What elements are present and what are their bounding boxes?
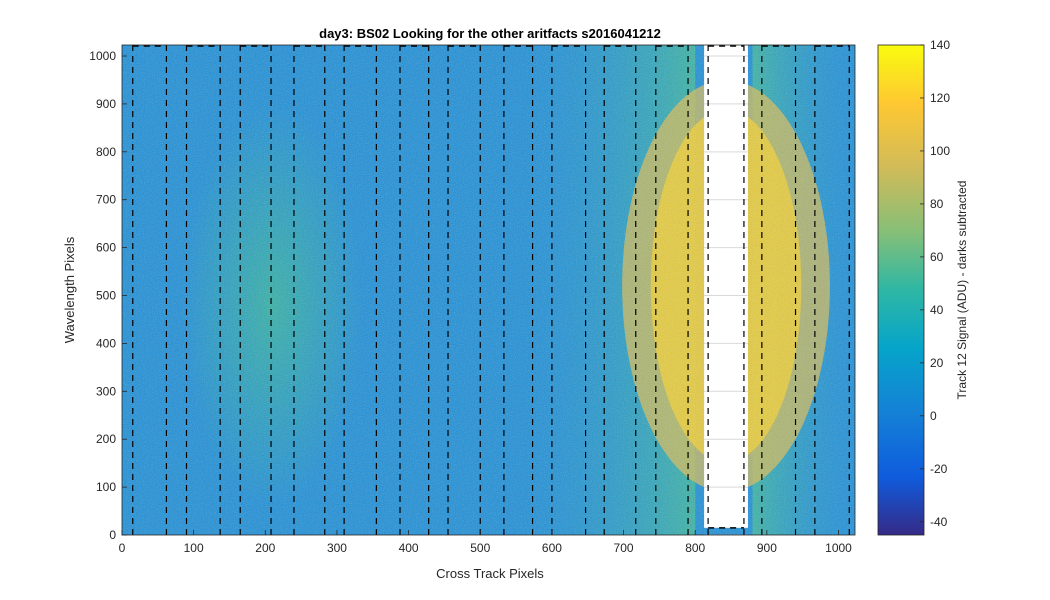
saturated-region: [704, 45, 748, 528]
colorbar-tick-label: 40: [930, 303, 944, 317]
x-tick-label: 700: [614, 541, 634, 555]
colorbar: [877, 44, 925, 536]
axes-frame: [121, 44, 856, 536]
y-tick-label: 1000: [89, 49, 116, 63]
colorbar-tick-label: 0: [930, 409, 937, 423]
colorbar-tick-label: -20: [930, 462, 948, 476]
colorbar-tick-label: 20: [930, 356, 944, 370]
x-tick-label: 800: [685, 541, 705, 555]
y-tick-label: 600: [96, 241, 116, 255]
colorbar-tick-label: 80: [930, 197, 944, 211]
x-axis-ticks: 0 100 200 300 400 500 600 700 800 900 1000: [119, 530, 852, 555]
x-tick-label: 300: [327, 541, 347, 555]
x-tick-label: 400: [399, 541, 419, 555]
x-tick-label: 500: [470, 541, 490, 555]
colorbar-tick-label: 120: [930, 91, 950, 105]
y-tick-label: 0: [109, 528, 116, 542]
colorbar-tick-label: 100: [930, 144, 950, 158]
x-axis-label: Cross Track Pixels: [436, 566, 544, 581]
heatmap-area: [122, 45, 855, 535]
chart-title: day3: BS02 Looking for the other aritfac…: [319, 26, 661, 41]
colorbar-tick-label: -40: [930, 515, 948, 529]
y-tick-label: 100: [96, 480, 116, 494]
y-tick-label: 800: [96, 145, 116, 159]
colorbar-ticks: -40 -20 0 20 40 60 80 100 120 140: [920, 38, 950, 529]
x-tick-label: 100: [184, 541, 204, 555]
y-tick-label: 700: [96, 193, 116, 207]
y-tick-label: 400: [96, 336, 116, 350]
y-tick-label: 900: [96, 97, 116, 111]
x-tick-label: 200: [255, 541, 275, 555]
x-tick-label: 0: [119, 541, 126, 555]
y-tick-label: 500: [96, 289, 116, 303]
y-axis-ticks: 0 100 200 300 400 500 600 700 800 900 1000: [89, 49, 127, 542]
colorbar-tick-label: 140: [930, 38, 950, 52]
colorbar-label: Track 12 Signal (ADU) - darks subtracted: [955, 181, 969, 400]
y-tick-label: 200: [96, 432, 116, 446]
x-tick-label: 1000: [825, 541, 852, 555]
y-tick-label: 300: [96, 384, 116, 398]
x-tick-label: 600: [542, 541, 562, 555]
x-tick-label: 900: [757, 541, 777, 555]
colorbar-tick-label: 60: [930, 250, 944, 264]
y-axis-label: Wavelength Pixels: [62, 236, 77, 343]
